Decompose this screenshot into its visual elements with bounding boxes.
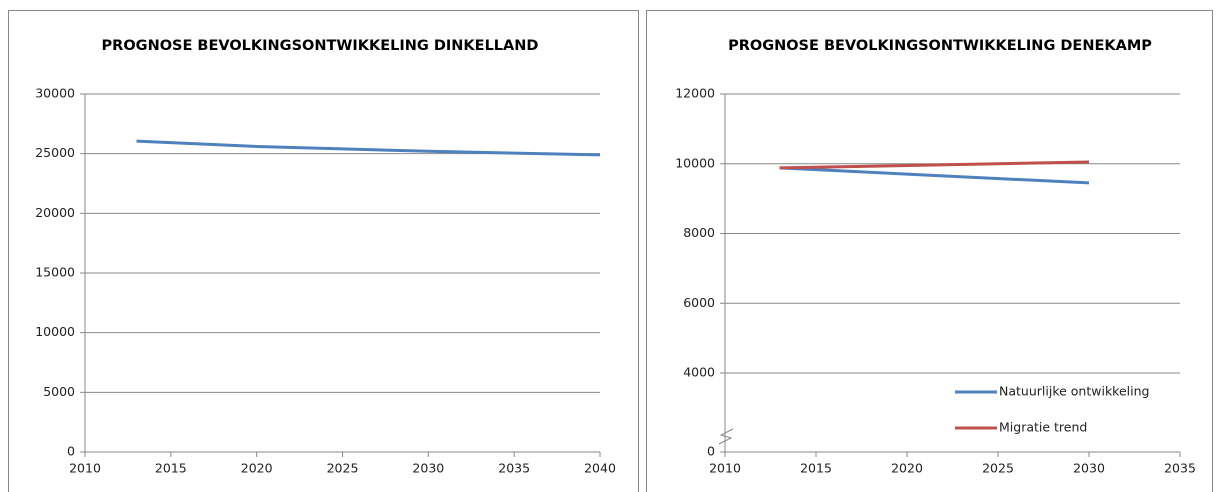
y-tick-label: 20000	[35, 205, 75, 220]
x-tick-label: 2010	[69, 461, 101, 476]
x-tick-label: 2040	[584, 461, 616, 476]
legend-label: Natuurlijke ontwikkeling	[999, 384, 1149, 399]
x-tick-label: 2020	[891, 461, 923, 476]
x-tick-label: 2035	[1164, 461, 1196, 476]
x-tick-label: 2010	[709, 461, 741, 476]
x-tick-label: 2035	[498, 461, 530, 476]
y-tick-label: 6000	[683, 295, 715, 310]
y-tick-label: 15000	[35, 265, 75, 280]
chart-title: PROGNOSE BEVOLKINGSONTWIKKELING DINKELLA…	[102, 38, 539, 54]
y-tick-label: 4000	[683, 365, 715, 380]
x-tick-label: 2015	[155, 461, 187, 476]
x-tick-label: 2020	[241, 461, 273, 476]
axis-break	[718, 428, 734, 445]
y-tick-label: 0	[707, 444, 715, 459]
y-tick-label: 12000	[675, 86, 715, 101]
chart-frame	[8, 10, 639, 492]
y-tick-label: 0	[67, 444, 75, 459]
chart-title: PROGNOSE BEVOLKINGSONTWIKKELING DENEKAMP	[728, 38, 1152, 54]
x-tick-label: 2030	[412, 461, 444, 476]
line-series	[136, 139, 601, 157]
y-tick-label: 10000	[675, 155, 715, 170]
y-tick-label: 5000	[43, 384, 75, 399]
y-tick-label: 10000	[35, 324, 75, 339]
line-series	[779, 166, 1090, 185]
x-tick-label: 2030	[1073, 461, 1105, 476]
y-tick-label: 30000	[35, 86, 75, 101]
line-series	[779, 160, 1090, 170]
y-tick-label: 8000	[683, 225, 715, 240]
legend-label: Migratie trend	[999, 420, 1087, 435]
x-tick-label: 2025	[327, 461, 359, 476]
chart-frame	[646, 10, 1213, 492]
x-tick-label: 2025	[982, 461, 1014, 476]
x-tick-label: 2015	[800, 461, 832, 476]
y-tick-label: 25000	[35, 145, 75, 160]
